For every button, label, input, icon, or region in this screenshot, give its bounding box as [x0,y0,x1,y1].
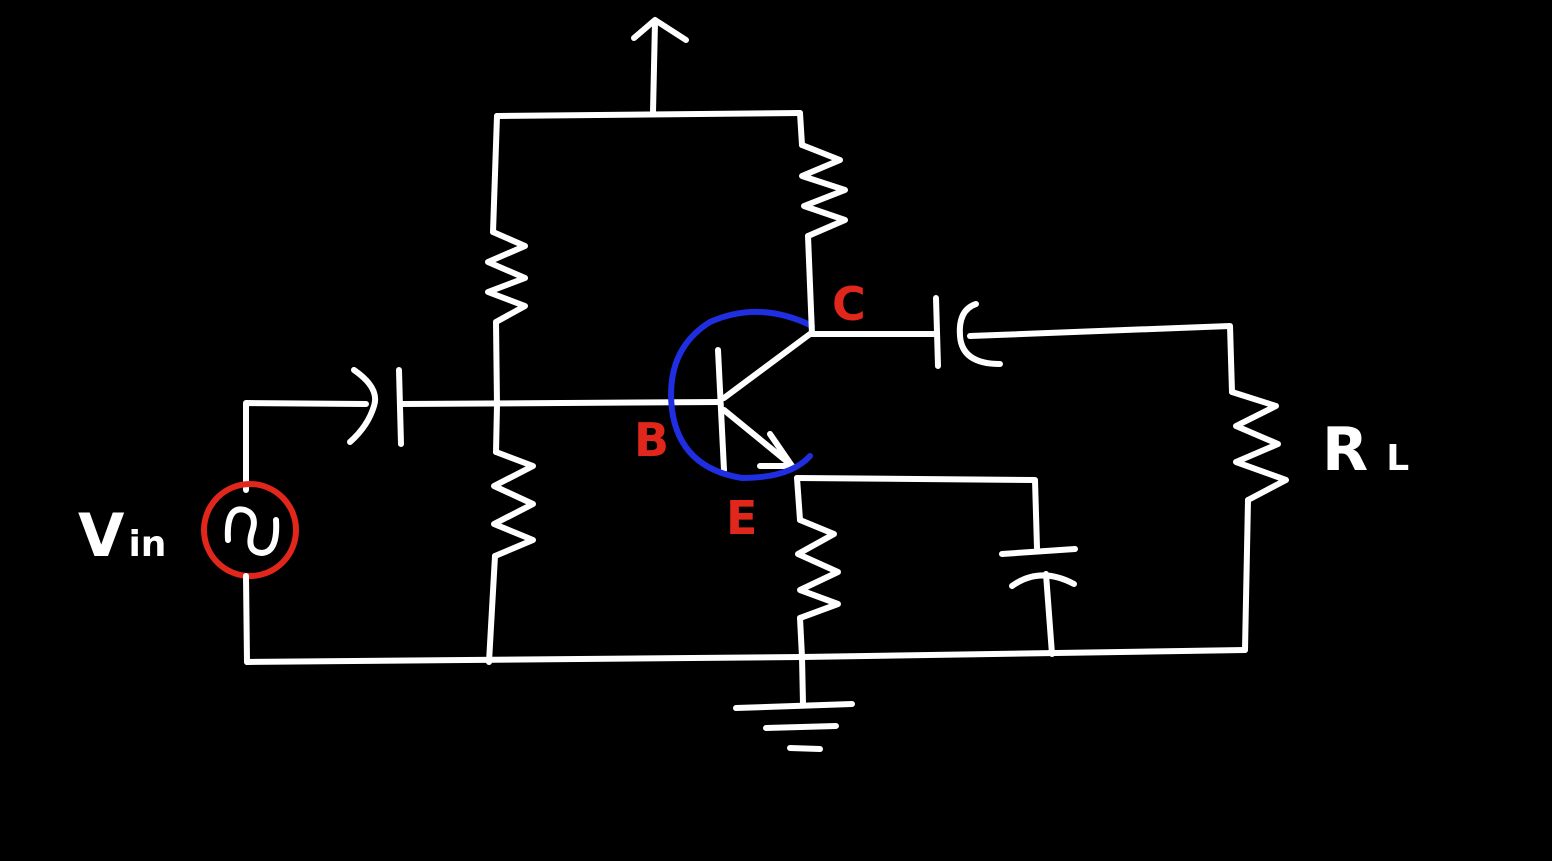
load-label-main: R [1322,415,1368,485]
emitter-label: E [726,491,757,545]
ground-line-1 [733,701,855,711]
input-coupling-capacitor [347,367,404,447]
supply-arrow-head [631,17,689,43]
bias-resistor-bottom-lead-top [493,402,500,455]
ground-line-3 [787,745,823,752]
load-wire-top [967,323,1235,395]
vin-label-sub: in [128,524,166,565]
input-capacitor-straight-plate [396,367,404,447]
transistor-highlight-circle [668,308,815,482]
output-coupling-capacitor [933,295,1003,369]
load-resistor-zigzag [1229,389,1289,503]
collector-label: C [832,277,866,331]
bias-resistor-top-lead-top [490,113,500,235]
bypass-capacitor-straight-plate [999,546,1078,557]
output-capacitor-straight-plate [933,295,941,369]
ground-icon [733,654,855,752]
supply-arrow [631,17,689,115]
emitter-resistor-lead-bottom [797,615,805,660]
bias-resistor-top [485,113,528,408]
load-label-sub: L [1386,438,1409,479]
ground-line-2 [763,723,839,731]
emitter-resistor-lead-top [794,475,803,523]
bypass-capacitor-lead-bottom [1043,571,1055,657]
base-wire [398,399,723,407]
collector-resistor [797,110,848,337]
input-wire-left-bottom [243,573,250,665]
bias-resistor-top-zigzag [485,229,528,325]
vin-source-circle [201,481,299,579]
load-resistor [1229,389,1289,653]
transistor-collector-leg [721,331,813,401]
ground-rail-wire [244,647,1248,665]
bias-resistor-bottom [486,402,536,665]
vin-label-main: V [78,501,125,571]
output-capacitor-curved-plate [956,301,1003,367]
base-label: B [634,413,669,467]
bias-resistor-bottom-zigzag [491,449,536,559]
ground-stem [799,654,806,707]
load-resistor-lead-bottom [1242,497,1251,653]
transistor-emitter-leg [721,407,793,467]
emitter-node-wire [794,475,1040,551]
input-capacitor-curved-plate [347,367,378,445]
bjt-transistor [668,308,815,482]
top-rail-wire [494,110,803,119]
vin-source-sine-icon [224,506,280,556]
emitter-resistor-zigzag [795,517,841,621]
collector-resistor-lead-top [797,110,805,148]
input-wire-left-top [243,400,369,493]
vin-source [201,481,299,579]
collector-resistor-lead-bottom [805,233,815,337]
collector-resistor-zigzag [799,142,848,239]
emitter-bypass-capacitor [999,546,1078,657]
bias-resistor-top-lead-bottom [493,319,500,408]
bypass-capacitor-curved-plate [1009,572,1077,589]
bias-resistor-bottom-lead-bottom [486,553,498,665]
emitter-resistor [794,475,841,660]
supply-arrow-stem [650,19,658,115]
